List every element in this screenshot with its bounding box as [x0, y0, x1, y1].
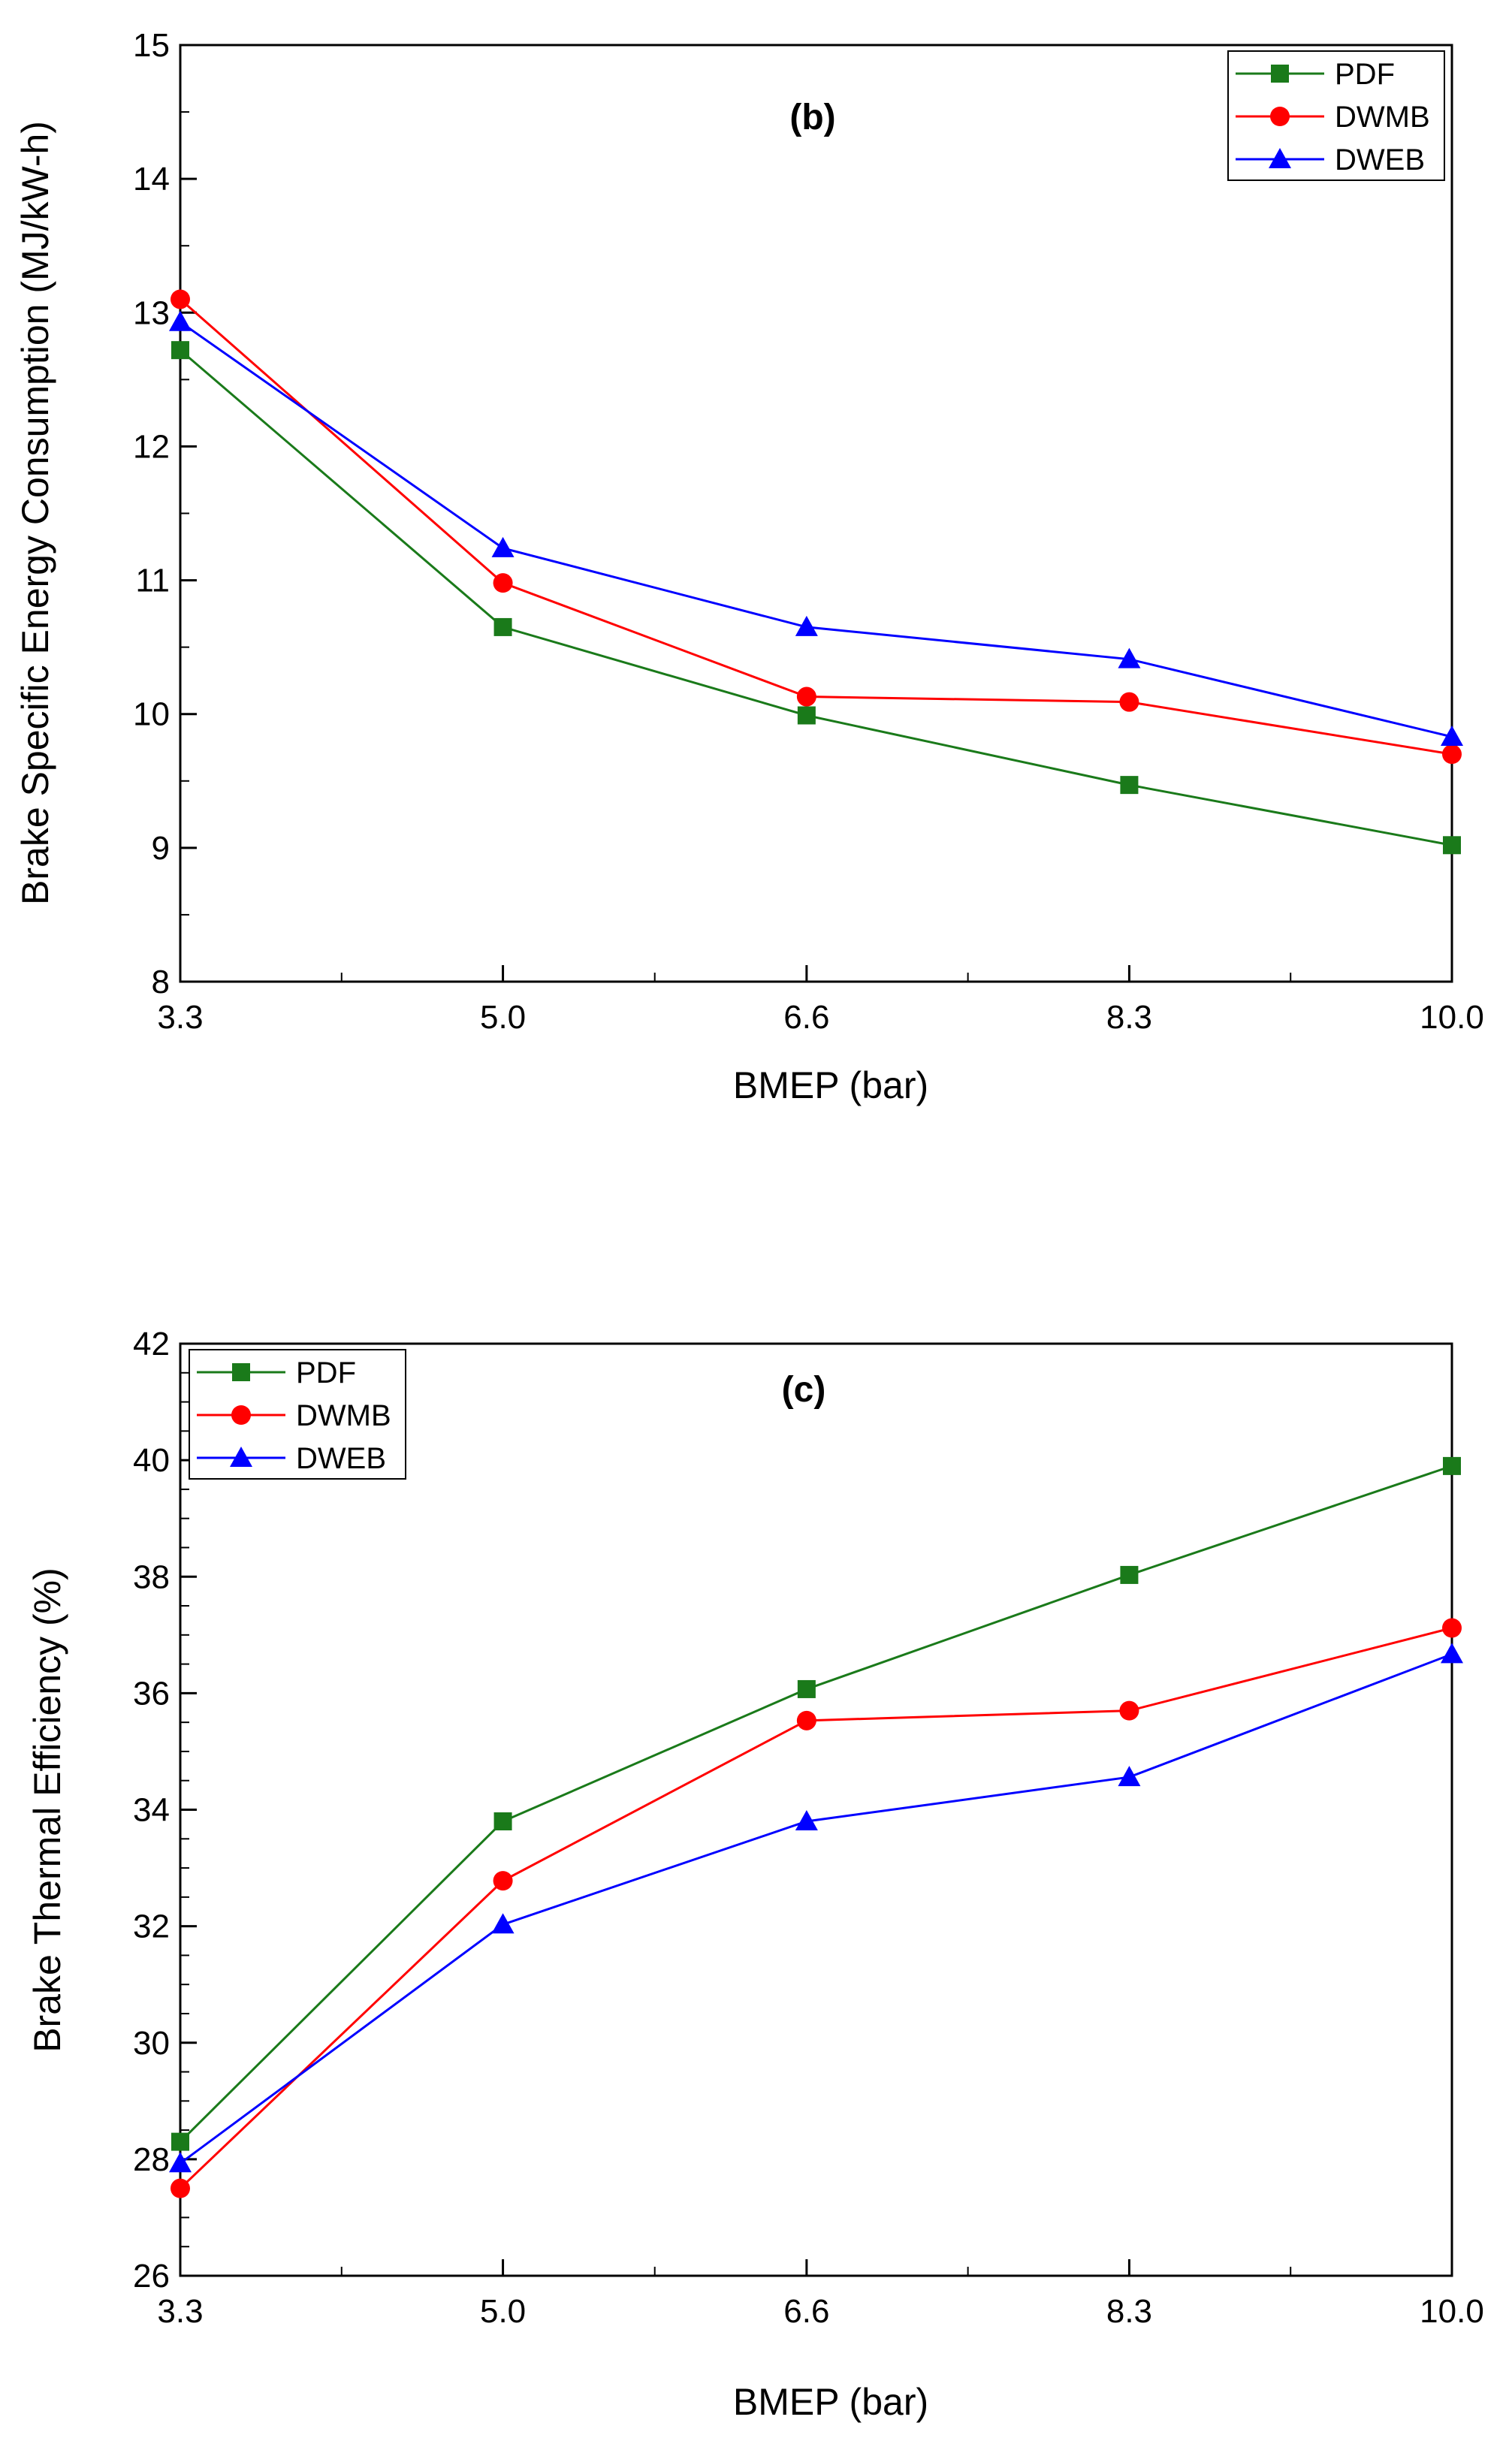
chart-b-legend: PDF DWMB DWEB — [1227, 50, 1445, 181]
chart-b-y-tick-label: 10 — [133, 696, 170, 733]
chart-b-legend-marker-pdf — [1271, 65, 1289, 83]
chart-c-point-pdf — [171, 2132, 189, 2151]
chart-b-legend-items: PDF DWMB DWEB — [1236, 58, 1430, 177]
chart-b-point-dweb — [491, 536, 515, 557]
chart-c-y-tick-label: 40 — [133, 1442, 170, 1479]
chart-b-series-line-pdf — [180, 349, 1453, 846]
chart-c-y-axis-title: Brake Thermal Efficiency (%) — [26, 1567, 68, 2053]
chart-c-legend-marker-dweb — [230, 1447, 252, 1467]
chart-c-point-dwmb — [1119, 1700, 1139, 1721]
chart-b-y-tick-label: 13 — [133, 294, 170, 331]
chart-b-point-dwmb — [796, 686, 816, 707]
chart-c-ticks: 26 28 30 32 34 36 38 40 42 3.3 5.0 6.6 8.3 10.0 — [133, 1326, 1484, 2330]
chart-c-x-tick-label: 8.3 — [1106, 2293, 1152, 2330]
chart-c-y-tick-label: 30 — [133, 2025, 170, 2062]
chart-b-point-dwmb — [1119, 692, 1139, 712]
chart-c-x-tick-label: 3.3 — [157, 2293, 203, 2330]
chart-b-point-pdf — [171, 341, 189, 360]
chart-c-legend-marker-dwmb — [231, 1405, 251, 1425]
chart-b-ticks: 8 9 10 11 12 13 14 15 3.3 5.0 6.6 8.3 10.0 — [133, 27, 1484, 1036]
chart-c-point-dwmb — [796, 1710, 816, 1730]
chart-c-point-pdf — [797, 1679, 816, 1698]
chart-b-panel-label: (b) — [789, 98, 835, 137]
chart-b-series — [169, 289, 1463, 855]
chart-b-legend-label-dweb: DWEB — [1335, 143, 1425, 177]
chart-b-x-axis-title: BMEP (bar) — [733, 1064, 928, 1106]
chart-c-series-line-dwmb — [179, 1627, 1453, 2189]
chart-b-legend-marker-dweb — [1269, 148, 1291, 168]
chart-c-series-line-dweb — [180, 1653, 1453, 2165]
chart-c-legend-label-dweb: DWEB — [296, 1442, 386, 1475]
chart-b-x-tick-label: 6.6 — [783, 999, 829, 1036]
chart-b-series-line-dweb — [180, 321, 1453, 738]
chart-b: 8 9 10 11 12 13 14 15 3.3 5.0 6.6 8.3 10.0 (b) BMEP … — [14, 27, 1484, 1106]
chart-b-point-pdf — [493, 617, 512, 636]
chart-c-point-dweb — [491, 1913, 515, 1934]
chart-c-point-dwmb — [493, 1871, 513, 1891]
chart-c-legend-marker-pdf — [232, 1363, 250, 1381]
chart-b-point-dwmb — [1442, 744, 1462, 765]
chart-c-y-tick-label: 26 — [133, 2258, 170, 2295]
chart-b-point-dweb — [1441, 725, 1463, 746]
chart-b-x-tick-label: 8.3 — [1106, 999, 1152, 1036]
chart-c-y-tick-label: 28 — [133, 2141, 170, 2178]
chart-c-series-line-pdf — [179, 1465, 1453, 2143]
chart-c-point-dweb — [795, 1810, 818, 1831]
chart-c: 26 28 30 32 34 36 38 40 42 3.3 5.0 6.6 8.3 10.0 (c) B… — [26, 1326, 1484, 2423]
chart-c-point-dweb — [1441, 1643, 1463, 1664]
chart-c-point-dwmb — [1442, 1618, 1462, 1638]
chart-c-y-tick-label: 32 — [133, 1908, 170, 1945]
chart-b-point-pdf — [797, 706, 816, 725]
chart-c-y-tick-label: 38 — [133, 1558, 170, 1595]
chart-c-point-pdf — [1443, 1456, 1461, 1475]
chart-b-y-tick-label: 15 — [133, 27, 170, 64]
chart-b-point-dweb — [169, 310, 192, 331]
chart-b-series-line-dwmb — [180, 298, 1453, 756]
chart-c-panel-label: (c) — [782, 1370, 826, 1410]
chart-b-point-dwmb — [493, 573, 513, 593]
chart-c-y-tick-label: 42 — [133, 1326, 170, 1362]
chart-c-point-dweb — [169, 2152, 192, 2173]
chart-b-legend-label-pdf: PDF — [1335, 58, 1395, 91]
chart-c-plot-frame — [179, 1342, 1453, 2277]
chart-c-y-tick-label: 34 — [133, 1792, 170, 1829]
chart-c-point-pdf — [1120, 1565, 1139, 1584]
chart-c-legend-items: PDF DWMB DWEB — [197, 1356, 391, 1475]
chart-c-legend: PDF DWMB DWEB — [189, 1349, 406, 1480]
chart-b-legend-marker-dwmb — [1270, 107, 1290, 126]
chart-b-y-axis-title: Brake Specific Energy Consumption (MJ/kW… — [14, 121, 56, 905]
chart-b-point-pdf — [1120, 776, 1139, 795]
chart-b-y-tick-label: 12 — [133, 428, 170, 465]
chart-b-x-tick-label: 10.0 — [1420, 999, 1484, 1036]
chart-b-x-tick-label: 3.3 — [157, 999, 203, 1036]
chart-b-y-tick-label: 14 — [133, 161, 170, 198]
chart-c-legend-label-pdf: PDF — [296, 1356, 356, 1389]
chart-c-legend-label-dwmb: DWMB — [296, 1399, 391, 1432]
chart-c-point-pdf — [493, 1812, 512, 1831]
chart-b-point-pdf — [1443, 836, 1461, 855]
chart-c-x-axis-title: BMEP (bar) — [733, 2381, 928, 2423]
chart-b-legend-label-dwmb: DWMB — [1335, 101, 1430, 134]
chart-b-y-tick-label: 11 — [135, 563, 170, 599]
chart-c-x-tick-label: 10.0 — [1420, 2293, 1484, 2330]
chart-b-y-tick-label: 9 — [152, 830, 170, 867]
chart-c-y-tick-label: 36 — [133, 1675, 170, 1712]
chart-b-point-dweb — [1118, 647, 1141, 668]
chart-c-x-tick-label: 6.6 — [783, 2293, 829, 2330]
chart-b-y-tick-label: 8 — [152, 964, 170, 1000]
chart-b-point-dwmb — [171, 289, 190, 309]
chart-b-point-dweb — [795, 615, 818, 636]
chart-c-point-dwmb — [171, 2178, 190, 2198]
chart-c-series — [169, 1456, 1463, 2198]
chart-c-x-tick-label: 5.0 — [480, 2293, 526, 2330]
chart-b-x-tick-label: 5.0 — [480, 999, 526, 1036]
chart-c-point-dweb — [1118, 1766, 1141, 1787]
